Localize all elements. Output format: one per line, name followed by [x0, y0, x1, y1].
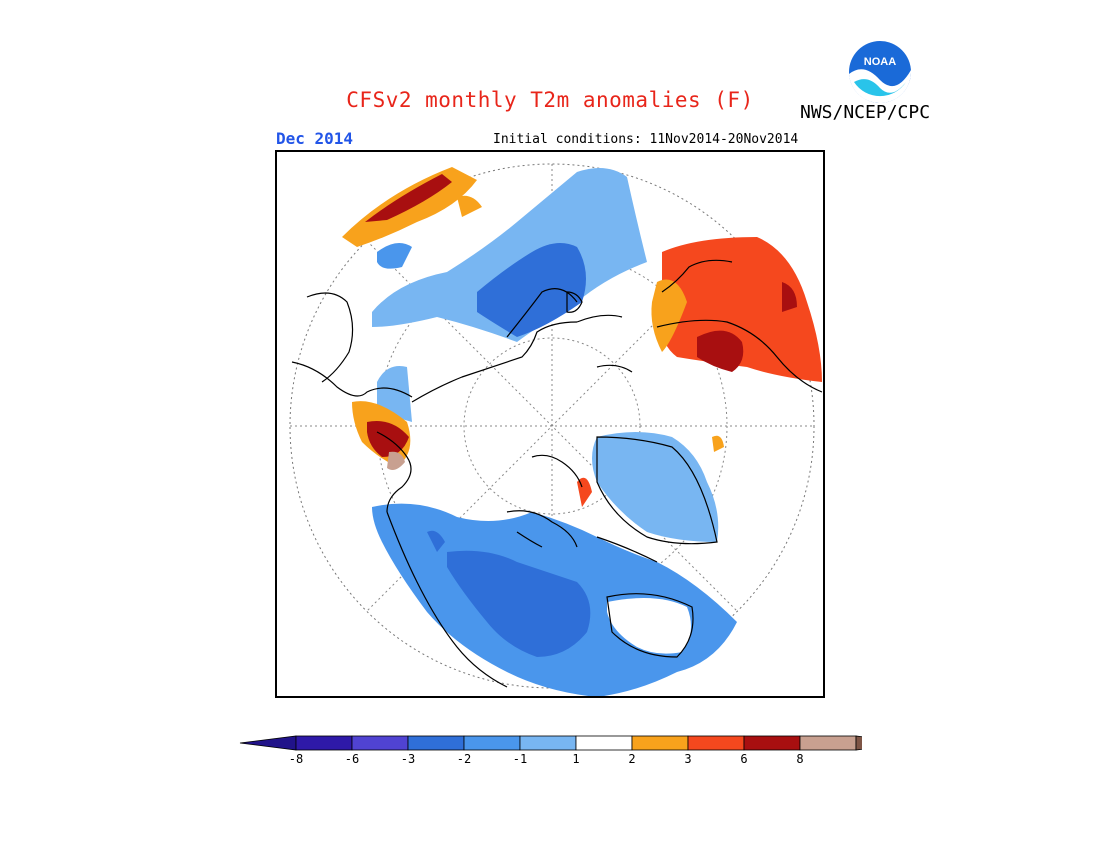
colorbar-bin [631, 735, 689, 751]
coastline [376, 431, 412, 513]
colorbar-label: 1 [572, 752, 580, 766]
colorbar-bin [687, 735, 745, 751]
coastline [566, 291, 583, 313]
neutral-region [607, 598, 691, 654]
cold-anomaly-region [592, 432, 719, 542]
agency-label: NWS/NCEP/CPC [800, 102, 931, 123]
cold-anomaly-region [477, 243, 586, 337]
coastline [506, 288, 578, 338]
valid-month: Dec 2014 [276, 129, 354, 148]
colorbar-bin [575, 735, 633, 751]
colorbar-label: 3 [684, 752, 692, 766]
colorbar-label: -1 [512, 752, 528, 766]
coastline [596, 536, 658, 563]
coastline [516, 531, 543, 548]
cold-anomaly-region [427, 530, 445, 552]
coastline [531, 454, 583, 488]
warm-anomaly-region [782, 282, 797, 312]
colorbar-label: -8 [288, 752, 304, 766]
colorbar-label: -3 [400, 752, 416, 766]
warm-anomaly-region [457, 195, 482, 217]
colorbar-below-arrow [239, 735, 297, 751]
noaa-logo: NOAA [849, 41, 912, 104]
warm-anomaly-region [712, 435, 724, 452]
warm-anomaly-region [697, 330, 744, 372]
coastline [596, 364, 633, 373]
colorbar-bin [407, 735, 465, 751]
colorbar-label: -6 [344, 752, 360, 766]
cold-anomaly-region [447, 550, 591, 657]
logo-text: NOAA [864, 56, 896, 68]
colorbar-label: 2 [628, 752, 636, 766]
warm-anomaly-region [651, 279, 687, 352]
colorbar-label: 8 [796, 752, 804, 766]
colorbar-label: -2 [456, 752, 472, 766]
coastline [606, 593, 694, 658]
coastline [386, 511, 508, 688]
cold-anomaly-region [377, 243, 412, 269]
warm-anomaly-region [387, 451, 405, 470]
coastline [596, 436, 718, 545]
map-title: CFSv2 monthly T2m anomalies (F) [346, 88, 754, 112]
coastline [411, 321, 578, 403]
colorbar-above-arrow [855, 735, 862, 751]
map-canvas [289, 163, 823, 696]
warm-anomaly-region [577, 477, 592, 507]
colorbar-bin [295, 735, 353, 751]
warm-anomaly-region [365, 174, 452, 222]
colorbar-bin [351, 735, 409, 751]
color-legend [239, 735, 862, 751]
coastlines [291, 259, 823, 688]
colorbar-bin [519, 735, 577, 751]
colorbar-bin [799, 735, 857, 751]
coastline [661, 259, 733, 293]
coastline [506, 510, 578, 548]
coastline [291, 361, 413, 398]
initial-conditions: Initial conditions: 11Nov2014-20Nov2014 [493, 132, 799, 147]
colorbar-bin [743, 735, 801, 751]
coastline [656, 319, 823, 393]
colorbar-bin [463, 735, 521, 751]
polar-map [275, 150, 825, 698]
coastline [576, 314, 623, 323]
coastline [306, 292, 354, 383]
colorbar-label: 6 [740, 752, 748, 766]
